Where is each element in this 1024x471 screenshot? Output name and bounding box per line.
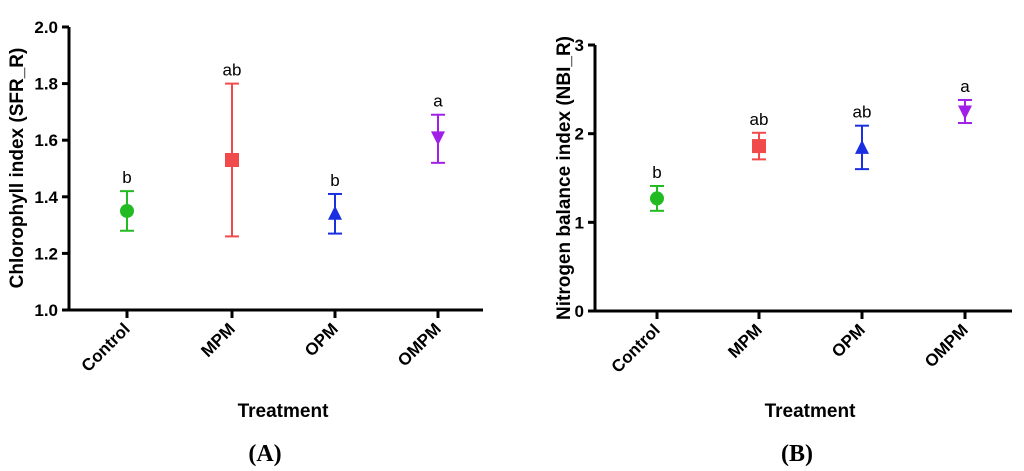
panel-label: (B) <box>781 441 813 467</box>
significance-label: b <box>652 163 661 182</box>
x-tick-label: OMPM <box>921 320 972 371</box>
marker-triangle-up <box>328 205 342 220</box>
x-tick-label: OMPM <box>394 319 445 370</box>
y-tick-label: 3 <box>575 36 584 55</box>
data-point-control: b <box>650 163 664 212</box>
significance-label: b <box>330 171 339 190</box>
marker-square <box>752 139 766 154</box>
data-point-opm: ab <box>853 103 872 171</box>
x-tick-label: OPM <box>301 319 342 360</box>
marker-circle <box>650 191 664 206</box>
data-point-control: b <box>120 168 134 232</box>
x-tick-label: Control <box>608 320 664 376</box>
chart-panel-1: 1.0 1.2 1.4 1.6 1.8 2.0 Control MPM OPM OMPM Treat… <box>7 18 483 467</box>
chart-panel-2: 0 1 2 3 Control MPM OPM OMPM Treatment Nitrogen b… <box>554 36 1012 467</box>
y-tick-label: 0 <box>575 302 584 321</box>
x-tick-label: Control <box>78 319 134 375</box>
significance-label: a <box>433 92 443 111</box>
y-tick-label: 1.0 <box>34 301 58 320</box>
significance-label: ab <box>853 103 872 122</box>
significance-label: ab <box>223 61 242 80</box>
data-point-opm: b <box>328 171 342 235</box>
marker-triangle-up <box>855 139 869 154</box>
y-tick-label: 2 <box>575 125 584 144</box>
y-tick-label: 2.0 <box>34 18 58 37</box>
x-axis-title: Treatment <box>765 401 856 422</box>
y-axis-title: Nitrogen balance index (NBI_R) <box>554 36 575 320</box>
marker-circle <box>120 203 134 218</box>
significance-label: b <box>122 168 131 187</box>
x-tick-label: MPM <box>197 319 238 360</box>
y-tick-label: 1.6 <box>34 131 58 150</box>
y-tick-label: 1.2 <box>34 244 58 263</box>
x-tick-label: OPM <box>828 320 869 361</box>
data-point-mpm: ab <box>750 110 769 161</box>
data-point-ompm: a <box>958 77 972 125</box>
data-point-ompm: a <box>431 92 445 164</box>
x-axis-title: Treatment <box>238 401 329 422</box>
significance-label: a <box>960 77 970 96</box>
panel-label: (A) <box>248 441 281 467</box>
marker-triangle-down <box>431 131 445 146</box>
y-tick-label: 1.8 <box>34 75 58 94</box>
marker-triangle-down <box>958 105 972 120</box>
y-tick-label: 1.4 <box>34 188 58 207</box>
y-axis-title: Chlorophyll index (SFR_R) <box>7 48 28 289</box>
significance-label: ab <box>750 110 769 129</box>
x-tick-label: MPM <box>724 320 765 361</box>
y-tick-label: 1 <box>575 213 584 232</box>
data-point-mpm: ab <box>223 61 242 238</box>
marker-square <box>225 153 239 168</box>
